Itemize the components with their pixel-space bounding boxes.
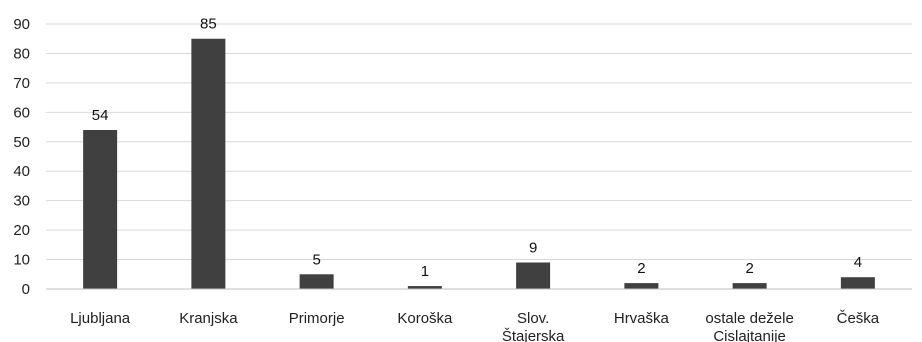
bar: [191, 38, 226, 289]
bars: [83, 38, 875, 289]
y-tick-label: 40: [13, 163, 30, 180]
x-tick-label: ostale dežele Cislajtanije: [705, 310, 793, 342]
bar: [516, 262, 551, 289]
bar: [407, 286, 442, 289]
y-tick-label: 80: [13, 45, 30, 62]
x-tick-label: Primorje: [289, 310, 345, 327]
data-label: 54: [92, 107, 109, 124]
data-label: 85: [200, 16, 217, 33]
y-tick-label: 30: [13, 193, 30, 210]
x-tick-label: Hrvaška: [614, 310, 670, 327]
bar: [840, 277, 875, 289]
x-tick-label: Kranjska: [179, 310, 238, 327]
x-axis-categories: Ljubljana Kranjska Primorje Koroška Slov. Šta…: [70, 310, 880, 342]
y-tick-label: 20: [13, 222, 30, 239]
y-tick-label: 70: [13, 75, 30, 92]
x-tick-label: Ljubljana: [70, 310, 131, 327]
data-label: 2: [745, 260, 753, 277]
x-tick-label: Koroška: [397, 310, 453, 327]
y-axis-ticks: 0 10 20 30 40 50 60 70 80 90: [13, 16, 30, 298]
gridlines: [46, 23, 912, 261]
y-tick-label: 10: [13, 252, 30, 269]
data-label: 4: [854, 254, 862, 271]
y-tick-label: 0: [22, 281, 30, 298]
data-label: 9: [529, 240, 537, 257]
data-labels: 54 85 5 1 9 2 2 4: [92, 16, 862, 280]
data-label: 5: [312, 251, 320, 268]
bar: [299, 274, 334, 289]
x-tick-label: Češka: [837, 310, 880, 327]
y-tick-label: 90: [13, 16, 30, 33]
y-tick-label: 60: [13, 104, 30, 121]
bar: [83, 130, 118, 289]
y-tick-label: 50: [13, 134, 30, 151]
data-label: 2: [637, 260, 645, 277]
x-tick-label: Slov. Štajerska: [502, 310, 565, 342]
data-label: 1: [421, 263, 429, 280]
bar: [624, 283, 659, 289]
bar: [732, 283, 767, 289]
